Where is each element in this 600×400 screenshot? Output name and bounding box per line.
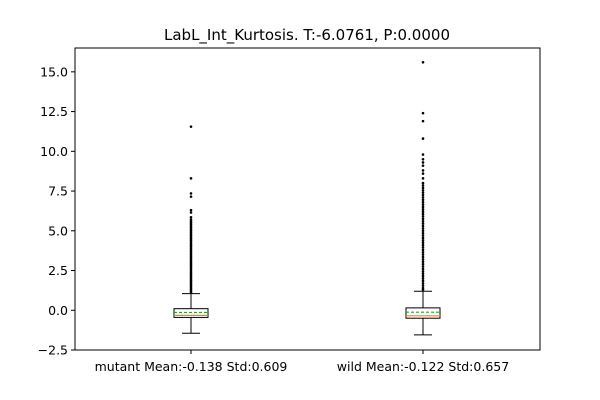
outlier-point [421, 198, 425, 202]
outlier-point [421, 210, 425, 214]
outlier-point [421, 191, 425, 194]
outlier-point [421, 227, 425, 230]
outlier-point [421, 258, 425, 261]
outlier-point [421, 279, 425, 283]
y-tick-label: 10.0 [40, 144, 68, 159]
outlier-point [421, 186, 425, 190]
x-axis: mutant Mean:-0.138 Std:0.609 wild Mean:-0… [95, 350, 509, 374]
outlier-point [189, 125, 193, 128]
box-group [405, 61, 441, 336]
outlier-point [421, 212, 425, 216]
outlier-point [421, 229, 425, 233]
outlier-point [421, 111, 425, 115]
outlier-point [421, 234, 425, 237]
outlier-point [421, 274, 425, 278]
outlier-point [421, 193, 425, 197]
outlier-point [421, 250, 425, 254]
chart-title: LabL_Int_Kurtosis. T:-6.0761, P:0.0000 [164, 26, 450, 45]
outlier-point [421, 205, 425, 209]
outlier-point [421, 153, 425, 156]
outlier-point [189, 215, 193, 219]
y-tick-label: 0.0 [48, 303, 68, 318]
y-tick-label: 5.0 [48, 223, 68, 238]
y-axis: −2.5 0.0 2.5 5.0 7.5 10.0 12.5 15.0 [38, 64, 75, 358]
outlier-point [421, 284, 425, 287]
outlier-point [421, 137, 425, 140]
outlier-point [189, 211, 193, 214]
outlier-point [421, 222, 425, 225]
outlier-point [421, 208, 425, 211]
y-tick-label: −2.5 [38, 343, 68, 358]
outlier-point [421, 161, 425, 164]
outlier-point [421, 215, 425, 218]
outlier-point [421, 157, 425, 161]
outlier-point [421, 239, 425, 242]
plot-area [74, 47, 541, 351]
outlier-point [421, 203, 425, 206]
outlier-point [421, 253, 425, 256]
outlier-point [421, 172, 425, 175]
outlier-point [421, 246, 425, 249]
y-tick-label: 2.5 [48, 263, 68, 278]
outlier-point [421, 61, 425, 64]
y-tick-label: 12.5 [40, 104, 68, 119]
outlier-point [421, 217, 425, 221]
outlier-point [421, 184, 425, 187]
outlier-point [421, 177, 425, 180]
outlier-point [421, 224, 425, 228]
x-category-label: wild Mean:-0.122 Std:0.657 [337, 359, 509, 374]
outlier-point [421, 181, 425, 185]
outlier-point [421, 241, 425, 245]
outlier-point [421, 262, 425, 266]
box-group [173, 125, 209, 334]
outlier-point [189, 192, 193, 195]
outlier-point [421, 255, 425, 259]
outlier-point [421, 231, 425, 235]
outlier-point [421, 288, 425, 291]
y-tick-label: 15.0 [40, 64, 68, 79]
outlier-point [421, 248, 425, 252]
outlier-point [421, 272, 425, 276]
outlier-point [421, 119, 425, 123]
box-series [173, 61, 441, 336]
outlier-point [421, 270, 425, 273]
box-iqr [405, 307, 441, 319]
outlier-point [421, 196, 425, 199]
outlier-point [189, 208, 193, 212]
y-tick-label: 7.5 [48, 184, 68, 199]
outlier-point [189, 177, 193, 180]
outlier-point [189, 195, 193, 198]
outlier-point [421, 260, 425, 264]
outlier-point [421, 267, 425, 271]
outlier-point [421, 236, 425, 240]
outlier-point [421, 265, 425, 268]
outlier-point [421, 281, 425, 285]
outlier-point [421, 188, 425, 192]
outlier-point [421, 169, 425, 172]
x-category-label: mutant Mean:-0.138 Std:0.609 [95, 359, 288, 374]
outlier-point [421, 277, 425, 280]
outlier-point [421, 219, 425, 223]
outlier-point [421, 243, 425, 247]
outlier-point [421, 200, 425, 204]
outlier-point [421, 164, 425, 167]
